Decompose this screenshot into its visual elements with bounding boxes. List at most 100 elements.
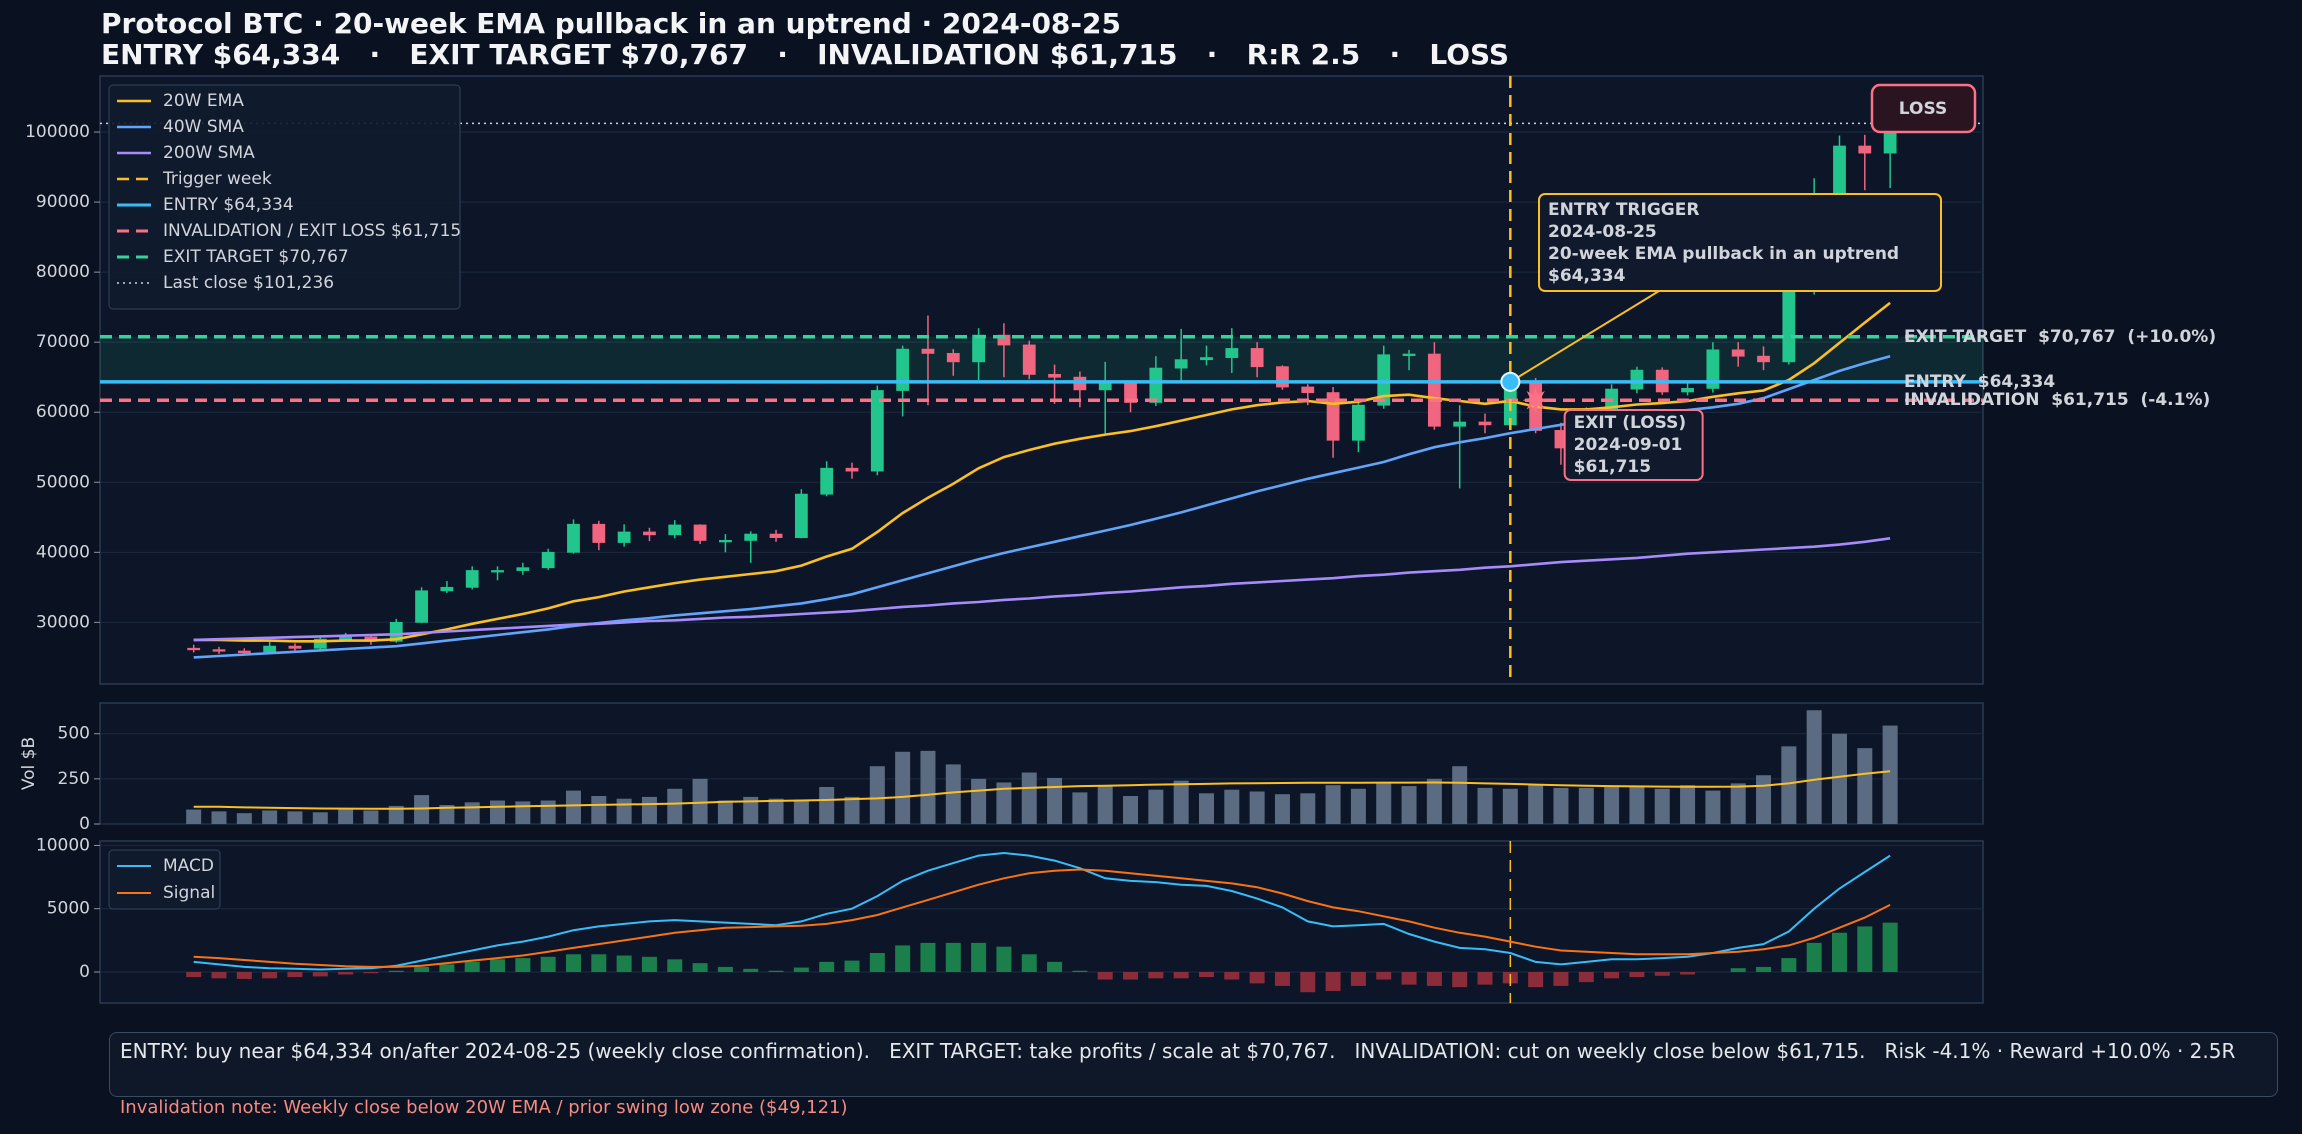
legend-box [108,849,221,910]
legend-label: 40W SMA [163,117,244,137]
chart-subtitle: ENTRY $64,334 · EXIT TARGET $70,767 · IN… [101,38,1509,71]
histogram-bar [1376,971,1392,980]
histogram-bar [1654,971,1670,976]
volume-bar [1047,777,1063,824]
volume-bar [338,809,354,824]
legend-label: 200W SMA [163,143,255,163]
volume-bar [1300,793,1316,824]
candle-body [1149,367,1163,403]
volume-bar [1325,785,1341,824]
level-label: EXIT TARGET $70,767 (+10.0%) [1904,327,2216,347]
volume-bar [1831,733,1847,824]
histogram-bar [920,942,936,972]
volume-bar [819,786,835,824]
volume-bar [1350,788,1366,824]
volume-bar [1123,796,1139,824]
volume-bar [743,796,759,824]
histogram-bar [1528,971,1544,988]
candle-body [1630,369,1644,390]
y-tick-label: 0 [79,814,90,834]
candle-body [1402,353,1416,356]
volume-bar [793,799,809,824]
histogram-bar [1072,970,1088,972]
volume-bar [1857,748,1873,824]
candle-body [1098,382,1112,391]
volume-bar [1198,793,1214,824]
candle-body [1478,421,1492,426]
histogram-bar [1806,942,1822,972]
candle-body [212,649,226,652]
histogram-bar [616,955,632,972]
candle-body [1174,359,1188,369]
histogram-bar [515,958,531,972]
histogram-bar [971,942,987,972]
volume-bar [1249,791,1265,824]
volume-bar [312,812,328,824]
candle-body [263,645,277,653]
histogram-bar [945,942,961,972]
candle-body [1276,366,1289,388]
candle-body [389,621,403,642]
volume-bar [1173,780,1189,824]
volume-bar [869,766,885,824]
candle-body [1301,386,1315,394]
volume-bar [1148,789,1164,824]
candle-body [440,586,454,592]
volume-bar [464,802,480,824]
y-tick-label: 5000 [47,899,90,919]
histogram-bar [869,953,885,972]
entry-marker [1500,371,1521,392]
histogram-bar [540,956,556,972]
histogram-bar [591,954,607,972]
volume-bar [616,798,632,824]
volume-bar [1376,782,1392,824]
volume-bar [540,800,556,824]
annotation-text: 20-week EMA pullback in an uptrend [1548,244,1899,264]
annotation-text: ENTRY TRIGGER [1548,200,1699,220]
annotation-box [1538,193,1942,292]
candle-body [1022,344,1036,375]
volume-bar [1528,785,1544,824]
histogram-bar [1198,971,1214,978]
annotation-box [1563,409,1704,481]
histogram-bar [1604,971,1620,979]
candle-body [1200,357,1213,361]
volume-bar [236,813,252,824]
candle-body [744,533,758,541]
y-tick-label: 250 [58,769,90,789]
candle-body [415,590,428,623]
volume-bar [920,750,936,824]
histogram-bar [1401,971,1417,985]
candle-body [769,533,783,539]
volume-bar [515,801,531,824]
volume-bar [591,796,607,824]
histogram-bar [565,954,581,972]
volume-bar [1502,788,1518,824]
volume-bar [1705,790,1721,824]
panel [99,702,1984,825]
y-axis-label: Vol $B [19,737,39,790]
histogram-bar [211,971,227,979]
target-zone [100,336,1983,382]
y-tick-label: 40000 [36,542,90,562]
volume-bar [1629,786,1645,824]
histogram-bar [1831,932,1847,972]
annotation-text: 2024-08-25 [1548,222,1657,242]
chart-title: Protocol BTC · 20-week EMA pullback in a… [101,7,1121,40]
volume-bar [490,800,506,824]
y-tick-label: 70000 [36,332,90,352]
candle-body [491,570,504,573]
histogram-bar [1452,971,1468,988]
histogram-bar [1477,971,1493,985]
volume-bar [1021,772,1037,824]
volume-ma-line [193,770,1891,810]
footer-text: ENTRY: buy near $64,334 on/after 2024-08… [109,1032,2278,1097]
y-tick-label: 0 [79,962,90,982]
histogram-bar [388,970,404,972]
candle-body [187,647,201,651]
histogram-bar [819,961,835,972]
volume-bar [1401,786,1417,824]
candle-body [845,467,859,472]
volume-bar [1072,792,1088,824]
